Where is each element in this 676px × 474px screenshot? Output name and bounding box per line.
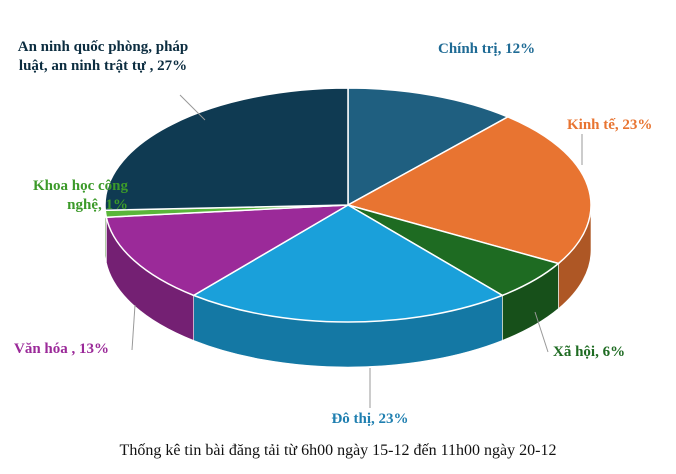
data-label: Khoa học công nghệ, 1% [32, 178, 128, 213]
slice [104, 87, 349, 212]
leader-line [534, 311, 549, 353]
data-label: Xã hội, 6% [553, 344, 626, 360]
slice [105, 204, 349, 297]
slice [346, 116, 592, 265]
data-label: An ninh quốc phòng, pháp luật, an ninh t… [17, 39, 189, 74]
leader-line [131, 304, 136, 351]
leader-line [179, 94, 206, 121]
data-label: Đô thị, 23% [331, 411, 409, 427]
slice [347, 87, 510, 207]
slice [191, 204, 505, 323]
data-label: Văn hóa , 13% [14, 341, 110, 357]
chart-title: Thống kê tin bài đăng tải từ 6h00 ngày 1… [119, 442, 557, 459]
data-label: Kinh tế, 23% [567, 117, 653, 133]
data-label: Chính trị, 12% [438, 41, 536, 57]
